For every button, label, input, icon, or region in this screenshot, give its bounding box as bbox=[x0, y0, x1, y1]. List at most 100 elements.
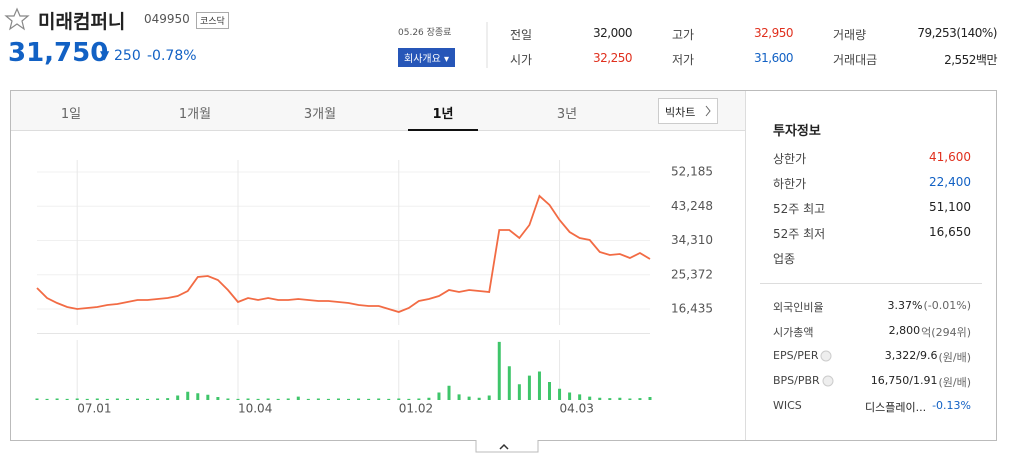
volume-bar bbox=[477, 397, 481, 400]
volume-bar bbox=[457, 394, 461, 400]
x-tick-label: 10.04 bbox=[238, 402, 272, 416]
volume-bar bbox=[166, 398, 170, 400]
info-label: 업종 bbox=[773, 252, 796, 266]
volume-bar bbox=[497, 341, 501, 400]
stat-label: 저가 bbox=[672, 53, 695, 67]
stat-value: 32,950 bbox=[754, 26, 794, 40]
volume-bar bbox=[417, 398, 421, 400]
stat-label: 거래량 bbox=[833, 28, 867, 42]
chart-box bbox=[10, 90, 997, 441]
stat-label: 거래대금 bbox=[833, 53, 878, 67]
market-tag: 코스닥 bbox=[196, 12, 229, 29]
volume-bar bbox=[507, 366, 511, 400]
volume-bar bbox=[336, 398, 340, 400]
volume-bar bbox=[638, 398, 642, 400]
info-label: 상한가 bbox=[773, 152, 807, 166]
info-value: 41,600 bbox=[929, 150, 971, 164]
x-tick-label: 01.02 bbox=[399, 402, 433, 416]
y-tick-label: 52,185 bbox=[671, 165, 713, 179]
help-icon[interactable] bbox=[822, 375, 834, 387]
info-sub: (원/배) bbox=[938, 351, 971, 364]
stat-value: 2,552백만 bbox=[944, 53, 997, 67]
y-tick-label: 43,248 bbox=[671, 199, 713, 213]
info-sub: (원/배) bbox=[938, 376, 971, 389]
volume-bar bbox=[45, 398, 49, 400]
down-arrow: ▼ bbox=[100, 48, 110, 62]
volume-bar bbox=[367, 398, 371, 400]
volume-bar bbox=[527, 375, 531, 400]
tab[interactable]: 3개월 bbox=[303, 107, 337, 122]
info-value: 22,400 bbox=[929, 175, 971, 189]
volume-bar bbox=[286, 398, 290, 400]
volume-bar bbox=[55, 398, 59, 400]
tab[interactable]: 1개월 bbox=[178, 107, 212, 122]
volume-bar bbox=[628, 398, 632, 400]
invest-title: 투자정보 bbox=[773, 124, 821, 139]
tab[interactable]: 1일 bbox=[60, 107, 82, 122]
volume-bar bbox=[35, 398, 39, 400]
volume-bar bbox=[85, 398, 89, 400]
volume-bar bbox=[568, 392, 572, 400]
volume-bar bbox=[196, 393, 200, 400]
info-value: 3.37% bbox=[887, 299, 923, 312]
volume-bar bbox=[377, 398, 381, 400]
change: 250 bbox=[114, 48, 141, 64]
volume-bar bbox=[206, 394, 210, 400]
collapse-toggle[interactable] bbox=[475, 440, 539, 453]
volume-bar bbox=[146, 398, 150, 400]
volume-bar bbox=[548, 382, 552, 400]
volume-bar bbox=[618, 397, 622, 400]
stat-value: 31,600 bbox=[754, 51, 794, 65]
chevron bbox=[705, 105, 711, 117]
volume-bar bbox=[236, 398, 240, 400]
info-value: 16,750/1.91 bbox=[870, 374, 938, 387]
x-tick-label: 07.01 bbox=[77, 402, 111, 416]
tab[interactable]: 1년 bbox=[432, 107, 454, 122]
volume-bar bbox=[135, 398, 139, 400]
volume-bar bbox=[588, 396, 592, 400]
volume-bar bbox=[447, 385, 451, 400]
market-status: 05.26 장종료 bbox=[398, 28, 452, 38]
info-value: 디스플레이... bbox=[864, 401, 927, 414]
volume-bar bbox=[176, 395, 180, 400]
volume-bar bbox=[558, 388, 562, 400]
info-label: 하한가 bbox=[773, 177, 807, 191]
volume-bar bbox=[276, 398, 280, 400]
info-value: 16,650 bbox=[929, 225, 971, 239]
info-label: BPS/PBR bbox=[773, 374, 820, 387]
volume-bar bbox=[608, 398, 612, 400]
help-icon[interactable] bbox=[820, 350, 832, 362]
volume-bar bbox=[347, 398, 351, 400]
company-button[interactable]: 회사개요 ▾ bbox=[398, 48, 456, 67]
y-tick-label: 25,372 bbox=[671, 267, 713, 281]
volume-bar bbox=[246, 398, 250, 400]
info-sub: -0.13% bbox=[932, 399, 971, 412]
big-chart-label[interactable]: 빅차트 bbox=[665, 106, 696, 119]
volume-bar bbox=[256, 398, 260, 400]
volume-bar bbox=[296, 396, 300, 400]
stat-value: 32,250 bbox=[593, 51, 633, 65]
price-line bbox=[36, 194, 651, 313]
favorite-star[interactable] bbox=[4, 7, 30, 31]
info-label: EPS/PER bbox=[773, 349, 819, 362]
volume-bar bbox=[357, 398, 361, 400]
volume-bar bbox=[216, 397, 220, 400]
volume-bar bbox=[387, 398, 391, 400]
button-label: 회사개요 bbox=[404, 54, 441, 65]
stat-value: 79,253(140%) bbox=[917, 26, 997, 40]
info-label: 외국인비율 bbox=[773, 301, 824, 314]
stock-code: 049950 bbox=[144, 12, 190, 26]
y-tick-label: 34,310 bbox=[671, 233, 713, 247]
big-chart-button[interactable] bbox=[658, 98, 718, 124]
volume-bar bbox=[598, 397, 602, 400]
tab[interactable]: 3년 bbox=[556, 107, 578, 122]
info-label: 52주 최고 bbox=[773, 202, 826, 216]
info-sub: (-0.01%) bbox=[923, 299, 972, 312]
stat-value: 32,000 bbox=[593, 26, 633, 40]
volume-bar bbox=[65, 398, 69, 400]
volume-bar bbox=[75, 398, 79, 400]
info-label: WICS bbox=[773, 399, 802, 412]
volume-bar bbox=[537, 371, 541, 400]
info-sub: 억(294위) bbox=[921, 326, 971, 339]
